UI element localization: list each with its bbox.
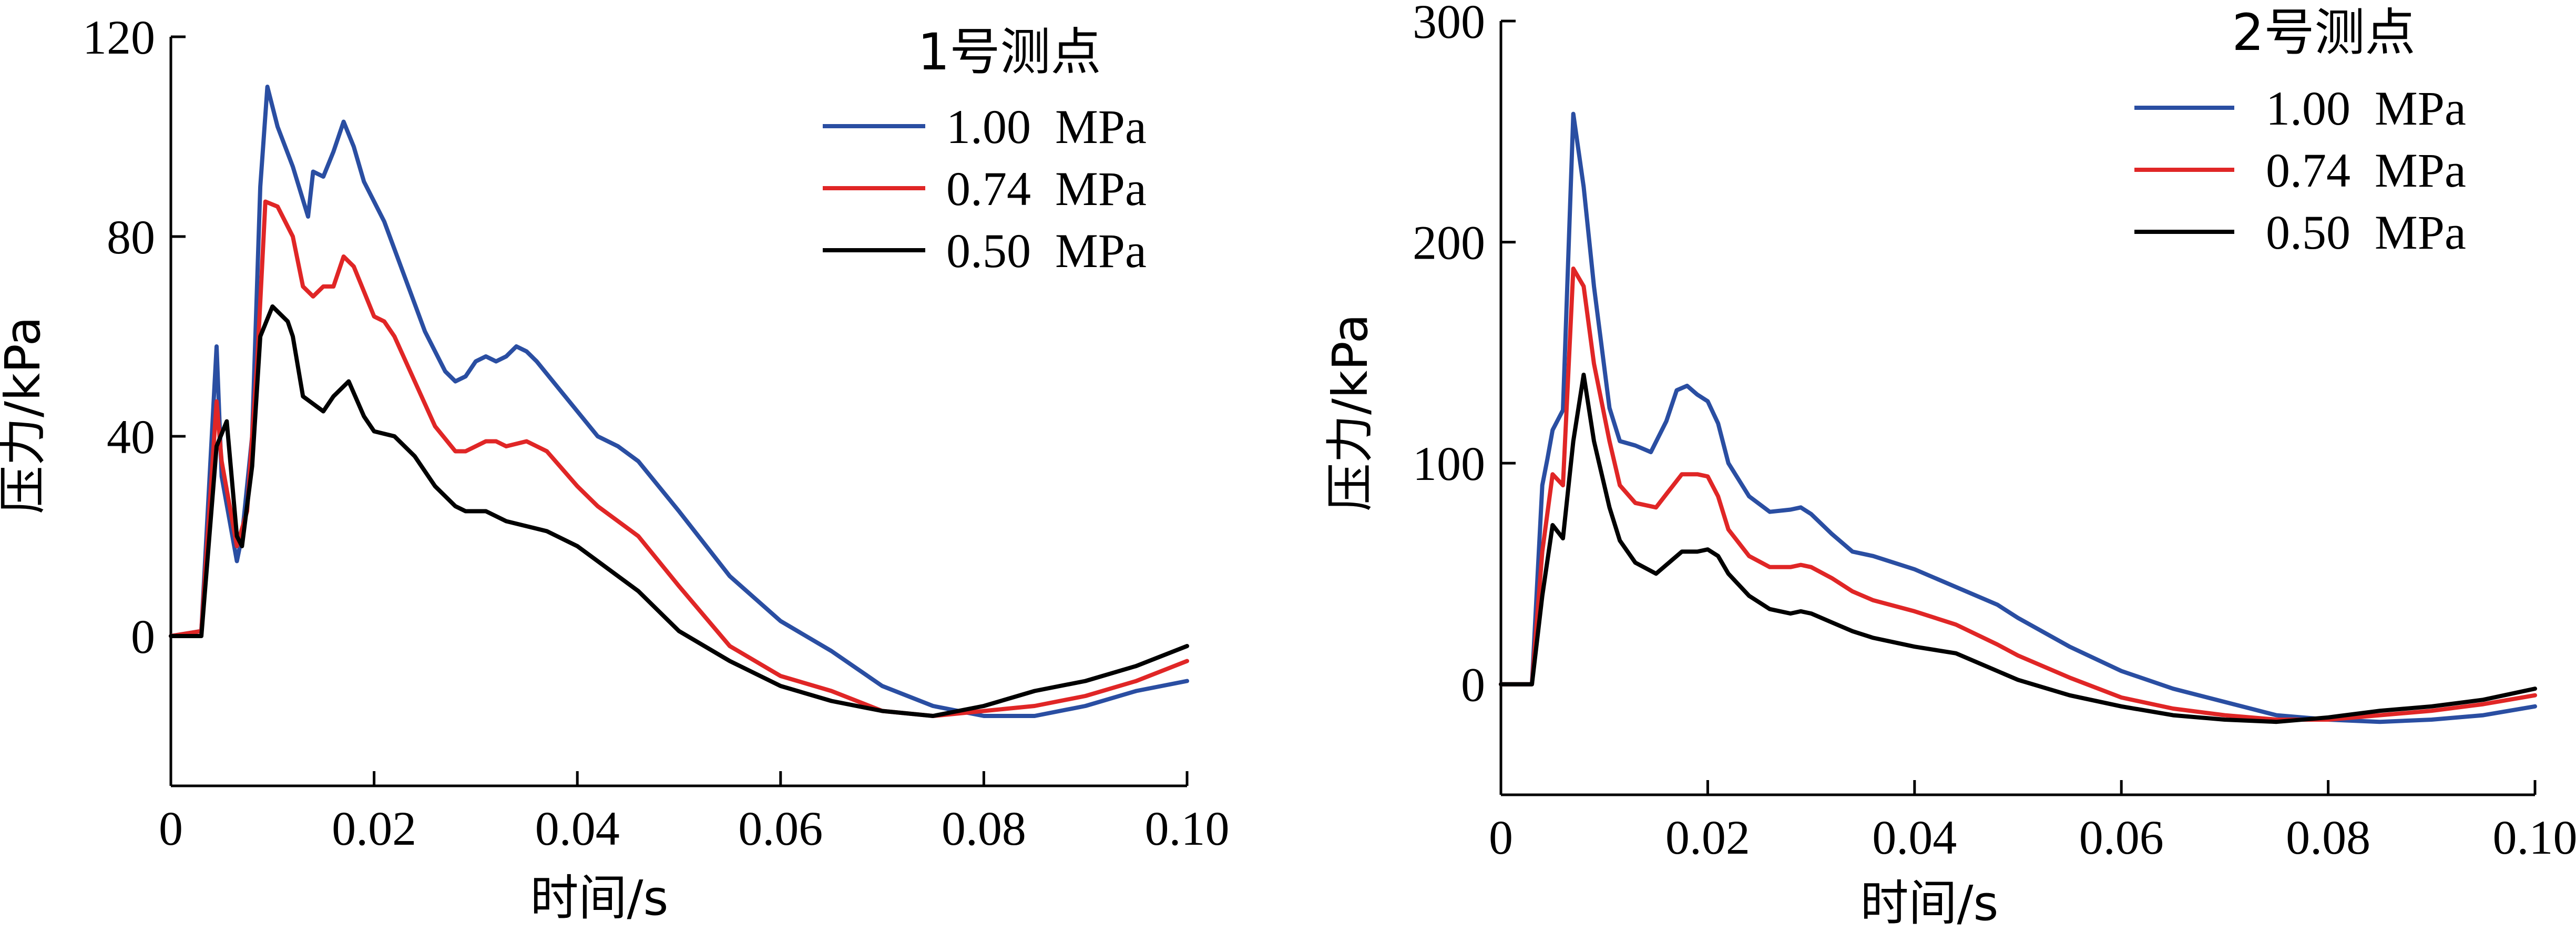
chart-panel-1: 1号测点 时间/s 压力/kPa 0 40 80 120 0 0.02 0.04 0.06 0.… [0, 11, 1230, 926]
series-line-2 [169, 199, 1189, 718]
legend-label: 0.50 MPa [2266, 206, 2466, 259]
series-line-1 [169, 85, 1189, 718]
x-axis-title: 时间/s [1861, 875, 1999, 931]
x-tick-label: 0.04 [1872, 811, 1957, 864]
x-tick-label: 0.06 [738, 802, 823, 855]
y-axis-title: 压力/kPa [1322, 314, 1378, 511]
y-tick-label: 0 [131, 610, 155, 663]
y-tick-label: 40 [107, 410, 155, 464]
x-tick-label: 0.10 [2493, 811, 2576, 864]
x-tick-label: 0.02 [1665, 811, 1750, 864]
legend-label: 1.00 MPa [2266, 81, 2466, 135]
x-tick-label: 0.06 [2079, 811, 2164, 864]
legend-label: 0.50 MPa [946, 224, 1147, 278]
x-tick-label: 0.08 [2286, 811, 2370, 864]
x-tick-label: 0.04 [535, 802, 620, 855]
series-line-3 [1499, 372, 2537, 724]
y-axis-title: 压力/kPa [0, 316, 51, 514]
x-axis-title: 时间/s [530, 870, 669, 926]
x-tick-label: 0.08 [942, 802, 1026, 855]
x-tick-label: 0.02 [332, 802, 416, 855]
x-tick-label: 0 [1489, 811, 1513, 864]
y-tick-label: 120 [83, 11, 155, 64]
x-tick-label: 0 [159, 802, 183, 855]
chart-title: 1号测点 [917, 23, 1101, 81]
y-tick-label: 80 [107, 210, 155, 264]
series-line-3 [169, 304, 1189, 718]
legend-label: 0.74 MPa [2266, 144, 2466, 197]
chart-title: 2号测点 [2232, 3, 2415, 62]
x-tick-label: 0.10 [1145, 802, 1230, 855]
legend-label: 0.74 MPa [946, 162, 1147, 216]
series-line-2 [1499, 267, 2537, 722]
series-line-1 [1499, 111, 2537, 724]
legend-label: 1.00 MPa [946, 100, 1147, 153]
y-tick-label: 200 [1413, 216, 1485, 270]
y-tick-label: 100 [1413, 437, 1485, 490]
y-tick-label: 300 [1413, 0, 1485, 48]
y-tick-label: 0 [1461, 658, 1485, 712]
chart-panel-2: 2号测点 时间/s 压力/kPa 0 100 200 300 0 0.02 0.04 0.06… [1322, 0, 2576, 931]
